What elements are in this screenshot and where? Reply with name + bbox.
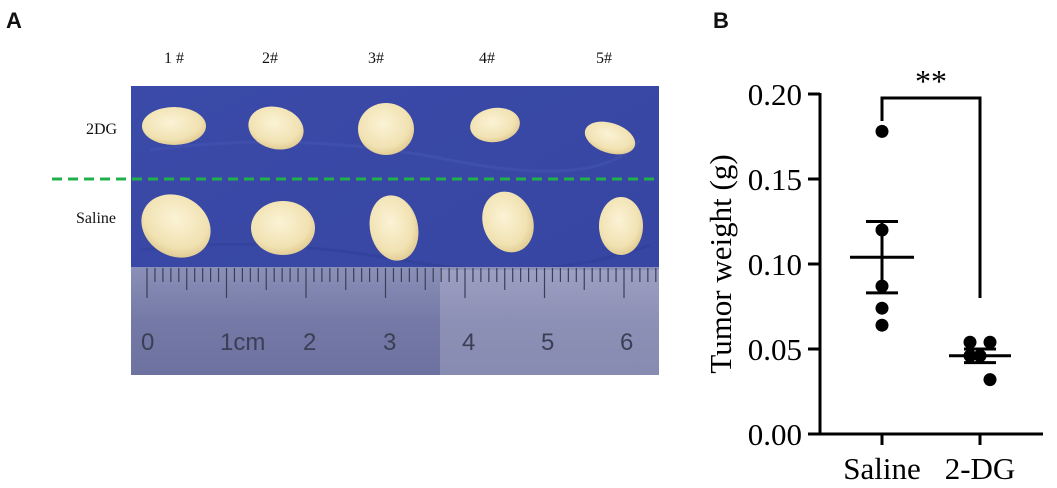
ruler-label: 4 — [462, 329, 475, 356]
tumor-2dg-4 — [470, 107, 520, 143]
y-axis-title: Tumor weight (g) — [703, 154, 738, 373]
row-label-2dg: 2DG — [86, 121, 118, 138]
y-tick-label: 0.20 — [748, 77, 802, 112]
y-tick-label: 0.05 — [748, 332, 802, 367]
x-tick-label: 2-DG — [945, 451, 1016, 486]
ruler-labels: 0 1cm 2 3 4 5 6 — [141, 329, 633, 356]
tumor-saline-2 — [251, 201, 315, 255]
tumor-saline-1 — [141, 194, 211, 258]
x-tick-label: Saline — [843, 451, 921, 486]
tumor-2dg-5 — [584, 121, 636, 155]
sample-label-4: 4# — [479, 50, 495, 67]
tumor-saline-3 — [369, 195, 419, 261]
ruler-label: 0 — [141, 329, 154, 356]
ruler-label: 5 — [541, 329, 554, 356]
sample-label-5: 5# — [596, 50, 612, 67]
significance-bracket: ** — [880, 63, 982, 298]
panel-a-label: A — [6, 8, 22, 33]
tumor-2dg-1 — [142, 107, 206, 145]
tumor-2dg-3 — [358, 103, 414, 155]
tumor-saline-5 — [599, 197, 643, 255]
data-point — [963, 335, 977, 349]
sample-label-2: 2# — [262, 50, 278, 67]
data-point — [983, 373, 997, 387]
ruler-glare — [440, 270, 659, 375]
ruler-label: 1cm — [220, 329, 265, 356]
ruler-label: 6 — [620, 329, 633, 356]
data-point — [875, 279, 889, 293]
ruler-ticks — [146, 268, 657, 298]
ruler-label: 2 — [303, 329, 316, 356]
data-point — [963, 349, 977, 363]
group-2dg — [949, 335, 1011, 387]
data-point — [983, 335, 997, 349]
data-point — [875, 124, 889, 138]
significance-label: ** — [915, 63, 947, 99]
y-tick-label: 0.10 — [748, 247, 802, 282]
row-label-saline: Saline — [76, 210, 116, 227]
ruler — [131, 267, 659, 375]
background-texture — [149, 139, 642, 173]
panel-b-label: B — [713, 8, 729, 33]
sample-label-3: 3# — [368, 50, 384, 67]
data-point — [973, 349, 987, 363]
sample-label-1: 1 # — [164, 50, 184, 67]
y-tick-label: 0.15 — [748, 162, 802, 197]
data-point — [875, 223, 889, 237]
tumor-saline-4 — [482, 191, 534, 253]
data-point — [875, 301, 889, 315]
significance-line — [880, 96, 982, 298]
data-point — [875, 318, 889, 332]
y-tick-label: 0.00 — [748, 417, 802, 452]
tumor-2dg-2 — [248, 106, 304, 150]
group-saline — [850, 124, 914, 332]
ruler-label: 3 — [383, 329, 396, 356]
